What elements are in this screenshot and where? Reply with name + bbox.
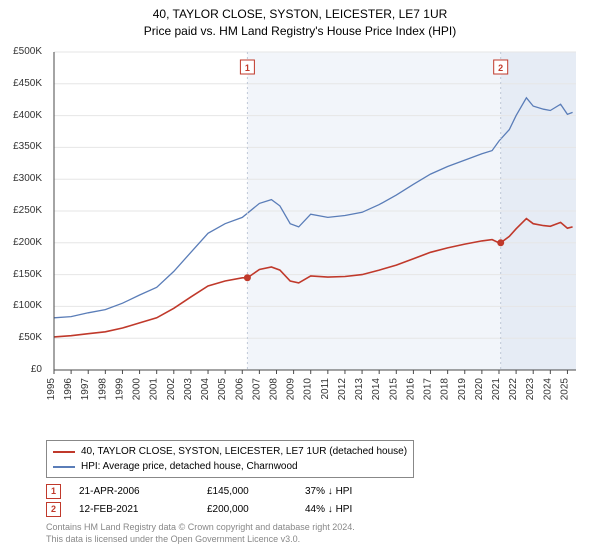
title-line1: 40, TAYLOR CLOSE, SYSTON, LEICESTER, LE7… <box>0 6 600 23</box>
legend-row: HPI: Average price, detached house, Char… <box>53 459 407 474</box>
marker-date: 12-FEB-2021 <box>79 504 189 515</box>
marker-id: 2 <box>51 504 56 514</box>
marker-badge-2: 2 <box>46 502 61 517</box>
svg-text:2018: 2018 <box>440 378 451 401</box>
svg-text:2014: 2014 <box>371 378 382 401</box>
legend-label-2: HPI: Average price, detached house, Char… <box>81 459 298 474</box>
svg-text:2017: 2017 <box>423 378 434 401</box>
svg-text:2020: 2020 <box>474 378 485 401</box>
legend-row: 40, TAYLOR CLOSE, SYSTON, LEICESTER, LE7… <box>53 444 407 459</box>
chart-area: 1995 1996 1997 1998 1999 2000 2001 2002 2003 2004… <box>46 48 580 408</box>
svg-text:2024: 2024 <box>542 378 553 401</box>
svg-text:2000: 2000 <box>132 378 143 401</box>
y-tick-label: £200K <box>0 237 42 248</box>
y-tick-label: £350K <box>0 141 42 152</box>
svg-text:1: 1 <box>245 63 250 73</box>
y-tick-label: £150K <box>0 269 42 280</box>
y-tick-label: £500K <box>0 46 42 57</box>
marker-id: 1 <box>51 486 56 496</box>
svg-text:2010: 2010 <box>303 378 314 401</box>
y-tick-label: £300K <box>0 173 42 184</box>
footer-line1: Contains HM Land Registry data © Crown c… <box>46 522 355 534</box>
legend-swatch-2 <box>53 466 75 468</box>
marker-table: 1 21-APR-2006 £145,000 37% ↓ HPI 2 12-FE… <box>46 482 395 518</box>
legend-label-1: 40, TAYLOR CLOSE, SYSTON, LEICESTER, LE7… <box>81 444 407 459</box>
svg-text:2008: 2008 <box>268 378 279 401</box>
svg-text:2013: 2013 <box>354 378 365 401</box>
svg-text:2023: 2023 <box>525 378 536 401</box>
chart-svg: 1995 1996 1997 1998 1999 2000 2001 2002 2003 2004… <box>46 48 580 408</box>
svg-text:1999: 1999 <box>114 378 125 401</box>
marker-row: 1 21-APR-2006 £145,000 37% ↓ HPI <box>46 482 395 500</box>
legend: 40, TAYLOR CLOSE, SYSTON, LEICESTER, LE7… <box>46 440 414 478</box>
y-tick-label: £400K <box>0 110 42 121</box>
marker-delta: 37% ↓ HPI <box>305 486 395 497</box>
svg-text:1997: 1997 <box>80 378 91 401</box>
legend-swatch-1 <box>53 451 75 453</box>
svg-text:2009: 2009 <box>286 378 297 401</box>
marker-badge-1: 1 <box>46 484 61 499</box>
svg-text:2015: 2015 <box>388 378 399 401</box>
svg-text:2019: 2019 <box>457 378 468 401</box>
footer-note: Contains HM Land Registry data © Crown c… <box>46 522 355 545</box>
y-tick-label: £450K <box>0 78 42 89</box>
svg-text:2006: 2006 <box>234 378 245 401</box>
svg-text:1995: 1995 <box>46 378 57 401</box>
svg-text:2025: 2025 <box>559 378 570 401</box>
y-tick-label: £50K <box>0 332 42 343</box>
marker-price: £145,000 <box>207 486 287 497</box>
marker-delta: 44% ↓ HPI <box>305 504 395 515</box>
footer-line2: This data is licensed under the Open Gov… <box>46 534 355 546</box>
svg-text:2002: 2002 <box>166 378 177 401</box>
svg-text:2012: 2012 <box>337 378 348 401</box>
svg-text:2007: 2007 <box>251 378 262 401</box>
title-line2: Price paid vs. HM Land Registry's House … <box>0 23 600 40</box>
y-tick-label: £250K <box>0 205 42 216</box>
svg-text:2005: 2005 <box>217 378 228 401</box>
marker-row: 2 12-FEB-2021 £200,000 44% ↓ HPI <box>46 500 395 518</box>
svg-text:2021: 2021 <box>491 378 502 401</box>
y-tick-label: £100K <box>0 300 42 311</box>
svg-text:1998: 1998 <box>97 378 108 401</box>
svg-text:2: 2 <box>498 63 503 73</box>
y-tick-label: £0 <box>0 364 42 375</box>
svg-text:1996: 1996 <box>63 378 74 401</box>
marker-date: 21-APR-2006 <box>79 486 189 497</box>
svg-text:2022: 2022 <box>508 378 519 401</box>
marker-price: £200,000 <box>207 504 287 515</box>
chart-container: 40, TAYLOR CLOSE, SYSTON, LEICESTER, LE7… <box>0 0 600 560</box>
svg-text:2001: 2001 <box>149 378 160 401</box>
svg-text:2016: 2016 <box>405 378 416 401</box>
svg-text:2003: 2003 <box>183 378 194 401</box>
svg-text:2011: 2011 <box>320 378 331 400</box>
title-block: 40, TAYLOR CLOSE, SYSTON, LEICESTER, LE7… <box>0 0 600 40</box>
svg-text:2004: 2004 <box>200 378 211 401</box>
